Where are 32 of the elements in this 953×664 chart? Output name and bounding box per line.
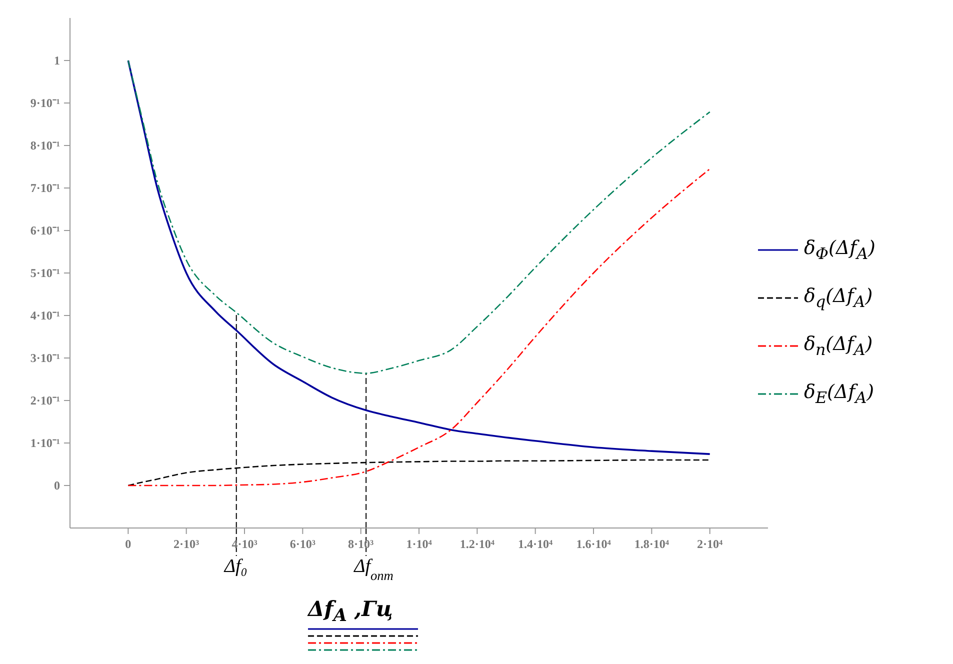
y-tick-label: 1 [54, 54, 60, 68]
y-tick-label: 0 [54, 478, 60, 492]
x-tick-label: 6·10³ [290, 537, 316, 551]
line-series [128, 168, 710, 486]
y-tick-label: 1·10⁻¹ [30, 436, 60, 450]
x-tick-label: 0 [125, 537, 132, 551]
ref-line-label: Δf$_{опт}$ [353, 556, 394, 582]
x-tick-label: 2·10⁴ [697, 537, 724, 551]
x-tick-label: 1·10⁴ [406, 537, 432, 551]
y-tick-label: 7·10⁻¹ [30, 181, 60, 195]
ref-line-label: Δf₀ [223, 556, 248, 577]
y-tick-label: 5·10⁻¹ [30, 266, 60, 280]
x-tick-label: 8·10³ [348, 537, 374, 551]
y-tick-label: 8·10⁻¹ [30, 138, 60, 152]
y-tick-label: 2·10⁻¹ [30, 394, 60, 408]
y-tick-label: 4·10⁻¹ [30, 308, 60, 322]
x-tick-label: 1.4·10⁴ [518, 537, 554, 551]
legend-label: δ$_{n}$(Δf$_{A}$) [804, 333, 873, 359]
legend-label: δ$_{E}$(Δf$_{A}$) [804, 380, 874, 407]
y-tick-label: 9·10⁻¹ [30, 96, 60, 110]
x-tick-label: 1.8·10⁴ [634, 537, 670, 551]
y-tick-label: 3·10⁻¹ [30, 351, 60, 365]
y-tick-label: 6·10⁻¹ [30, 224, 60, 238]
x-axis-title: Δf$_{A}$ ,Гц [308, 596, 394, 626]
x-tick-label: 2·10³ [174, 537, 200, 551]
legend-label: δ$_{Φ}$(Δf$_{A}$) [804, 237, 876, 264]
x-tick-label: 1.2·10⁴ [460, 537, 495, 551]
x-tick-label: 4·10³ [232, 537, 258, 551]
line-series [127, 60, 711, 455]
line-series [128, 60, 710, 374]
legend-label: δ$_{q}$(Δf$_{A}$) [804, 285, 873, 311]
x-tick-label: 1.6·10⁴ [576, 537, 612, 551]
